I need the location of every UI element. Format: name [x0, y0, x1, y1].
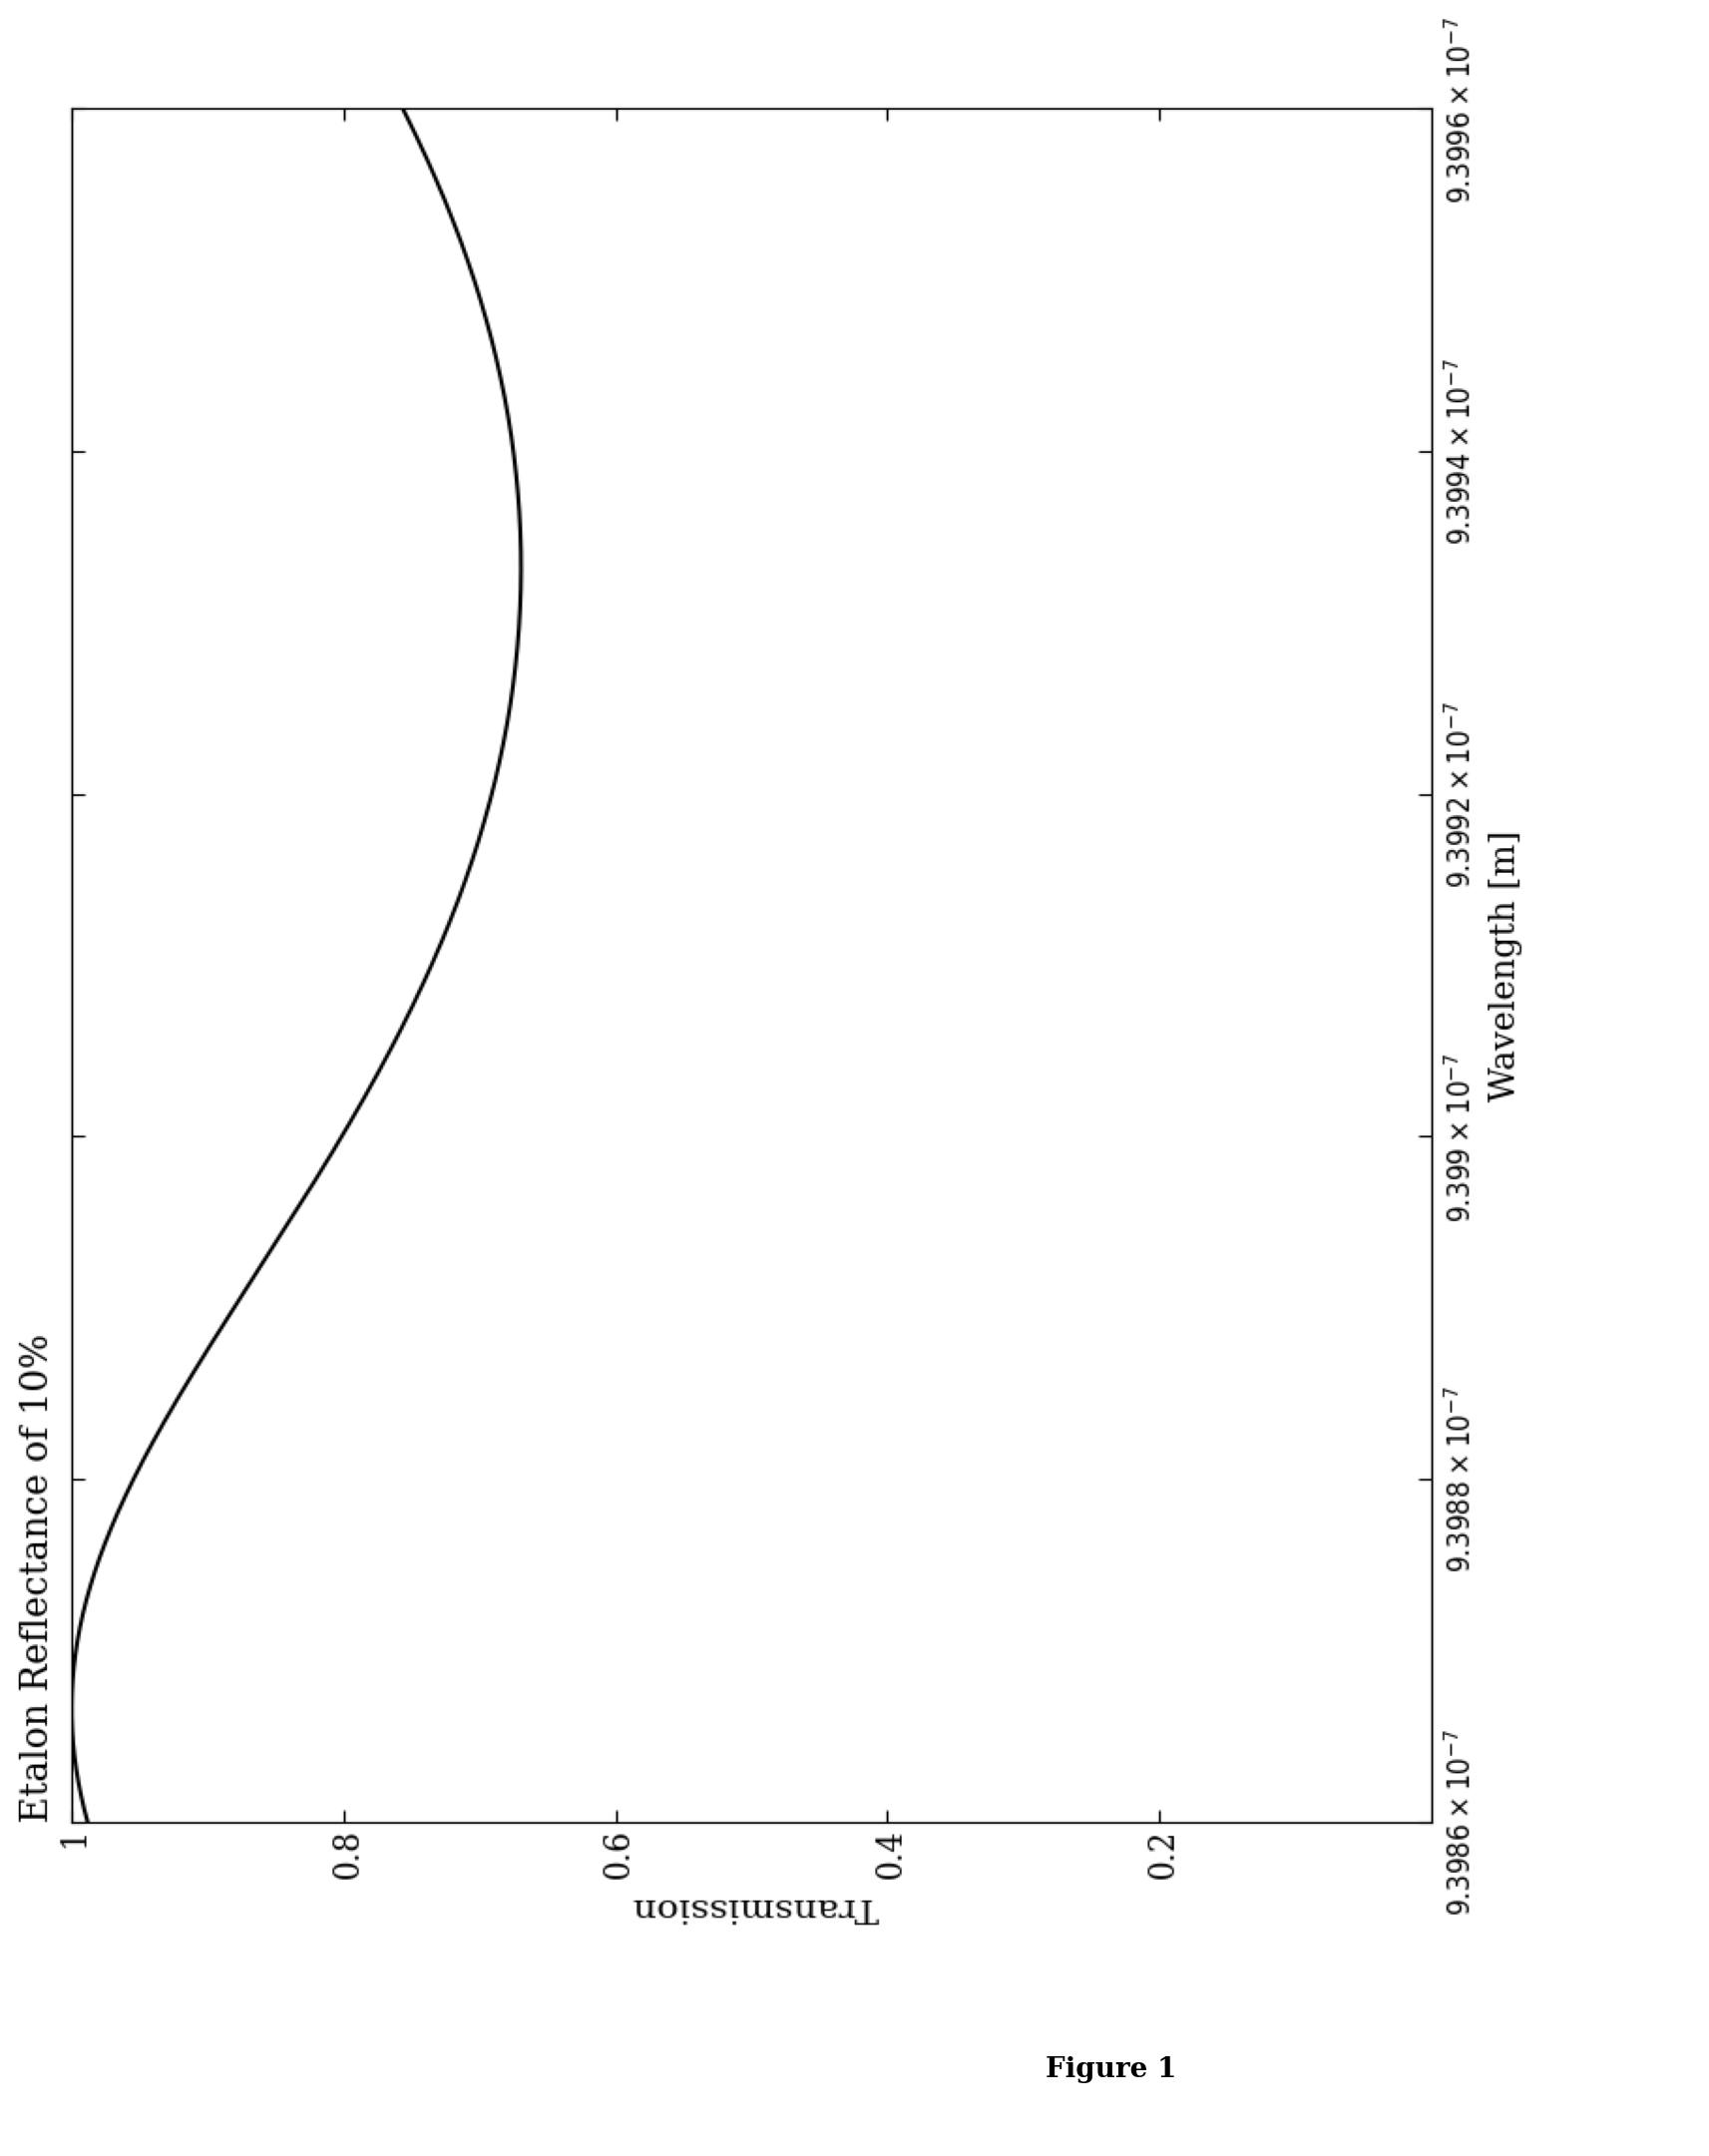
- Text: Figure 1: Figure 1: [1046, 2057, 1176, 2083]
